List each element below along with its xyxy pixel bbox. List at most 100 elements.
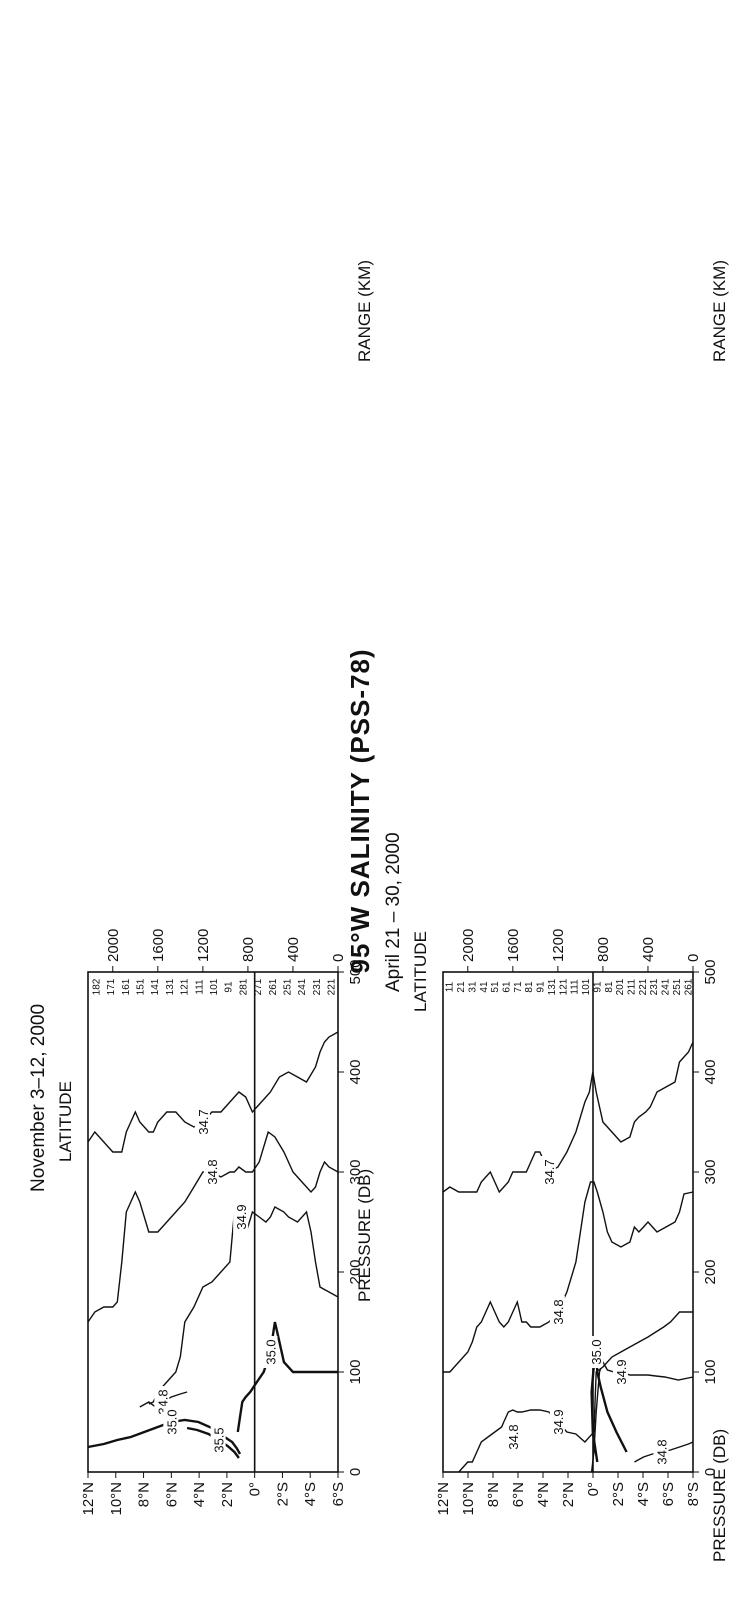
station-label: 21: [456, 981, 467, 993]
station-label: 141: [150, 978, 161, 995]
station-label: 101: [581, 978, 592, 995]
latitude-tick-label: 4°N: [191, 1482, 208, 1507]
contour-label-bg: [210, 1424, 226, 1456]
range-tick-label: 0: [330, 954, 347, 962]
pressure-tick-label: 100: [347, 1359, 364, 1384]
station-label: 81: [524, 981, 535, 993]
contour-line: [87, 1031, 339, 1153]
contour-label: 34.8: [506, 1424, 521, 1449]
station-label: 31: [467, 981, 478, 993]
latitude-tick-label: 6°N: [163, 1482, 180, 1507]
pressure-tick-label: 200: [702, 1259, 719, 1284]
latitude-tick-label: 8°N: [136, 1482, 153, 1507]
station-label: 281: [238, 978, 249, 995]
station-label: 161: [121, 978, 132, 995]
station-label: 182: [91, 978, 102, 995]
latitude-tick-label: 2°S: [274, 1482, 291, 1506]
station-label: 261: [268, 978, 279, 995]
contour-label: 34.7: [196, 1109, 211, 1134]
range-tick-label: 1200: [195, 929, 212, 962]
station-label: 91: [536, 981, 547, 993]
contour-label: 34.9: [234, 1204, 249, 1229]
contour-label-bg: [549, 1406, 565, 1438]
latitude-tick-label: 4°S: [635, 1482, 652, 1506]
latitude-tick-label: 2°S: [610, 1482, 627, 1506]
latitude-tick-label: 6°S: [330, 1482, 347, 1506]
station-label: 261: [683, 978, 694, 995]
contour-label-bg: [540, 1156, 556, 1188]
station-label: 41: [479, 981, 490, 993]
contour-label-bg: [233, 1201, 249, 1233]
latitude-tick-label: 12°N: [435, 1482, 452, 1516]
latitude-tick-label: 6°S: [660, 1482, 677, 1506]
latitude-tick-label: 12°N: [80, 1482, 97, 1516]
station-label: 51: [490, 981, 501, 993]
pressure-tick-label: 0: [702, 1468, 719, 1476]
station-label: 211: [627, 979, 638, 995]
pressure-tick-label: 400: [702, 1059, 719, 1084]
latitude-tick-label: 0°: [585, 1482, 602, 1496]
contour-line: [442, 1041, 694, 1194]
range-tick-label: 400: [285, 937, 302, 962]
contour-label: 35.0: [263, 1339, 278, 1364]
contour-label: 35.5: [212, 1427, 227, 1452]
april-panel: April 21 – 30, 2000 LATITUDE PRESSURE (D…: [375, 0, 735, 1622]
station-label: 121: [558, 978, 569, 995]
station-label: 151: [135, 978, 146, 995]
contour-label-bg: [549, 1296, 565, 1328]
station-label: 251: [283, 978, 294, 995]
station-label: 71: [513, 981, 524, 993]
station-label: 251: [672, 978, 683, 995]
contour-line: [148, 1206, 339, 1405]
latitude-tick-label: 10°N: [108, 1482, 125, 1516]
pressure-tick-label: 100: [702, 1359, 719, 1384]
contour-label: 34.8: [551, 1299, 566, 1324]
contour-line: [443, 1181, 694, 1373]
pressure-tick-label: 0: [347, 1468, 364, 1476]
plot-frame: [87, 971, 339, 1473]
contour-plot: 010020030040050004008001200160020006°S4°…: [80, 929, 364, 1516]
contour-label-bg: [194, 1106, 210, 1138]
latitude-tick-label: 0°: [247, 1482, 264, 1496]
station-label: 91: [224, 981, 235, 993]
range-tick-label: 1600: [505, 929, 522, 962]
latitude-tick-label: 2°N: [219, 1482, 236, 1507]
station-label: 221: [638, 978, 649, 995]
contour-label: 34.9: [551, 1409, 566, 1434]
station-label: 231: [649, 978, 660, 995]
latitude-tick-label: 2°N: [560, 1482, 577, 1507]
range-tick-label: 800: [595, 937, 612, 962]
pressure-tick-label: 300: [702, 1159, 719, 1184]
station-label: 61: [502, 981, 513, 993]
station-label: 201: [615, 978, 626, 995]
november-panel: November 3–12, 2000 LATITUDE PRESSURE (D…: [20, 0, 380, 1622]
station-label: 111: [570, 979, 581, 995]
station-label: 171: [106, 978, 117, 995]
pressure-tick-label: 200: [347, 1259, 364, 1284]
contour-label-bg: [262, 1336, 278, 1368]
station-label: 111: [194, 979, 205, 995]
station-label: 271: [253, 978, 264, 995]
pressure-tick-label: 300: [347, 1159, 364, 1184]
station-label: 241: [297, 978, 308, 995]
contour-label: 34.9: [614, 1359, 629, 1384]
range-tick-label: 0: [685, 954, 702, 962]
contour-label-bg: [504, 1421, 520, 1453]
station-label: 11: [445, 981, 456, 992]
contour-label: 34.7: [542, 1159, 557, 1184]
station-label: 241: [661, 978, 672, 995]
latitude-tick-label: 6°N: [510, 1482, 527, 1507]
range-tick-label: 800: [240, 937, 257, 962]
range-tick-label: 2000: [460, 929, 477, 962]
pressure-tick-label: 500: [702, 959, 719, 984]
latitude-tick-label: 10°N: [460, 1482, 477, 1516]
contour-label: 34.8: [654, 1439, 669, 1464]
pressure-tick-label: 500: [347, 959, 364, 984]
range-tick-label: 1200: [550, 929, 567, 962]
contour-label: 34.8: [205, 1159, 220, 1184]
station-label: 91: [592, 981, 603, 993]
station-label: 231: [312, 978, 323, 995]
pressure-tick-label: 400: [347, 1059, 364, 1084]
range-tick-label: 400: [640, 937, 657, 962]
